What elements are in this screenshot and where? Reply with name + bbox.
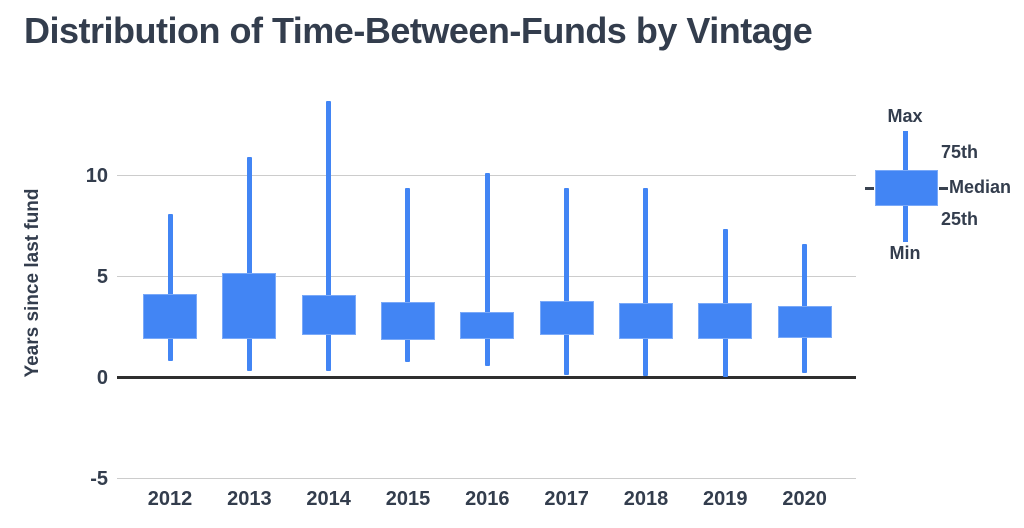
- whisker-2012: [167, 213, 173, 362]
- whisker-2018: [643, 187, 649, 377]
- x-tick-label-2016: 2016: [465, 488, 510, 510]
- box-2020: [777, 305, 832, 339]
- chart-title: Distribution of Time-Between-Funds by Vi…: [24, 10, 813, 51]
- box-2015: [380, 301, 435, 341]
- y-tick-label--5: -5: [90, 467, 108, 490]
- whisker-2016: [484, 173, 490, 367]
- x-axis-baseline: [117, 376, 856, 379]
- y-axis-title: Years since last fund: [22, 188, 43, 378]
- whisker-2014: [326, 100, 332, 372]
- box-2019: [698, 302, 753, 340]
- x-tick-label-2012: 2012: [147, 488, 193, 510]
- legend-label-75th: 75th: [941, 142, 979, 162]
- x-tick-label-2017: 2017: [544, 488, 589, 510]
- box-2013: [222, 273, 277, 340]
- box-2014: [301, 294, 356, 336]
- x-tick-label-2014: 2014: [306, 488, 351, 510]
- legend-label-median: Median: [949, 177, 1012, 197]
- gridline--5: [117, 478, 856, 479]
- box-2018: [618, 302, 673, 340]
- y-tick-label-0: 0: [96, 366, 108, 389]
- legend-box-glyph: [875, 170, 938, 206]
- whisker-2015: [405, 187, 411, 363]
- x-tick-label-2019: 2019: [703, 488, 748, 510]
- legend-median-tick-left: [865, 187, 874, 190]
- whisker-2013: [246, 157, 252, 372]
- x-tick-label-2015: 2015: [385, 488, 431, 510]
- x-tick-label-2020: 2020: [782, 488, 827, 510]
- box-2016: [460, 311, 515, 340]
- x-tick-label-2013: 2013: [227, 488, 272, 510]
- box-2012: [143, 293, 197, 340]
- legend-label-25th: 25th: [941, 209, 979, 229]
- legend-median-tick-right: [939, 187, 948, 190]
- legend-label-max: Max: [887, 106, 923, 126]
- box-2017: [539, 300, 594, 336]
- x-tick-label-2018: 2018: [623, 488, 669, 510]
- whisker-2017: [564, 187, 570, 376]
- y-tick-label-5: 5: [96, 265, 108, 288]
- legend-label-min: Min: [889, 243, 921, 263]
- y-tick-label-10: 10: [85, 164, 108, 187]
